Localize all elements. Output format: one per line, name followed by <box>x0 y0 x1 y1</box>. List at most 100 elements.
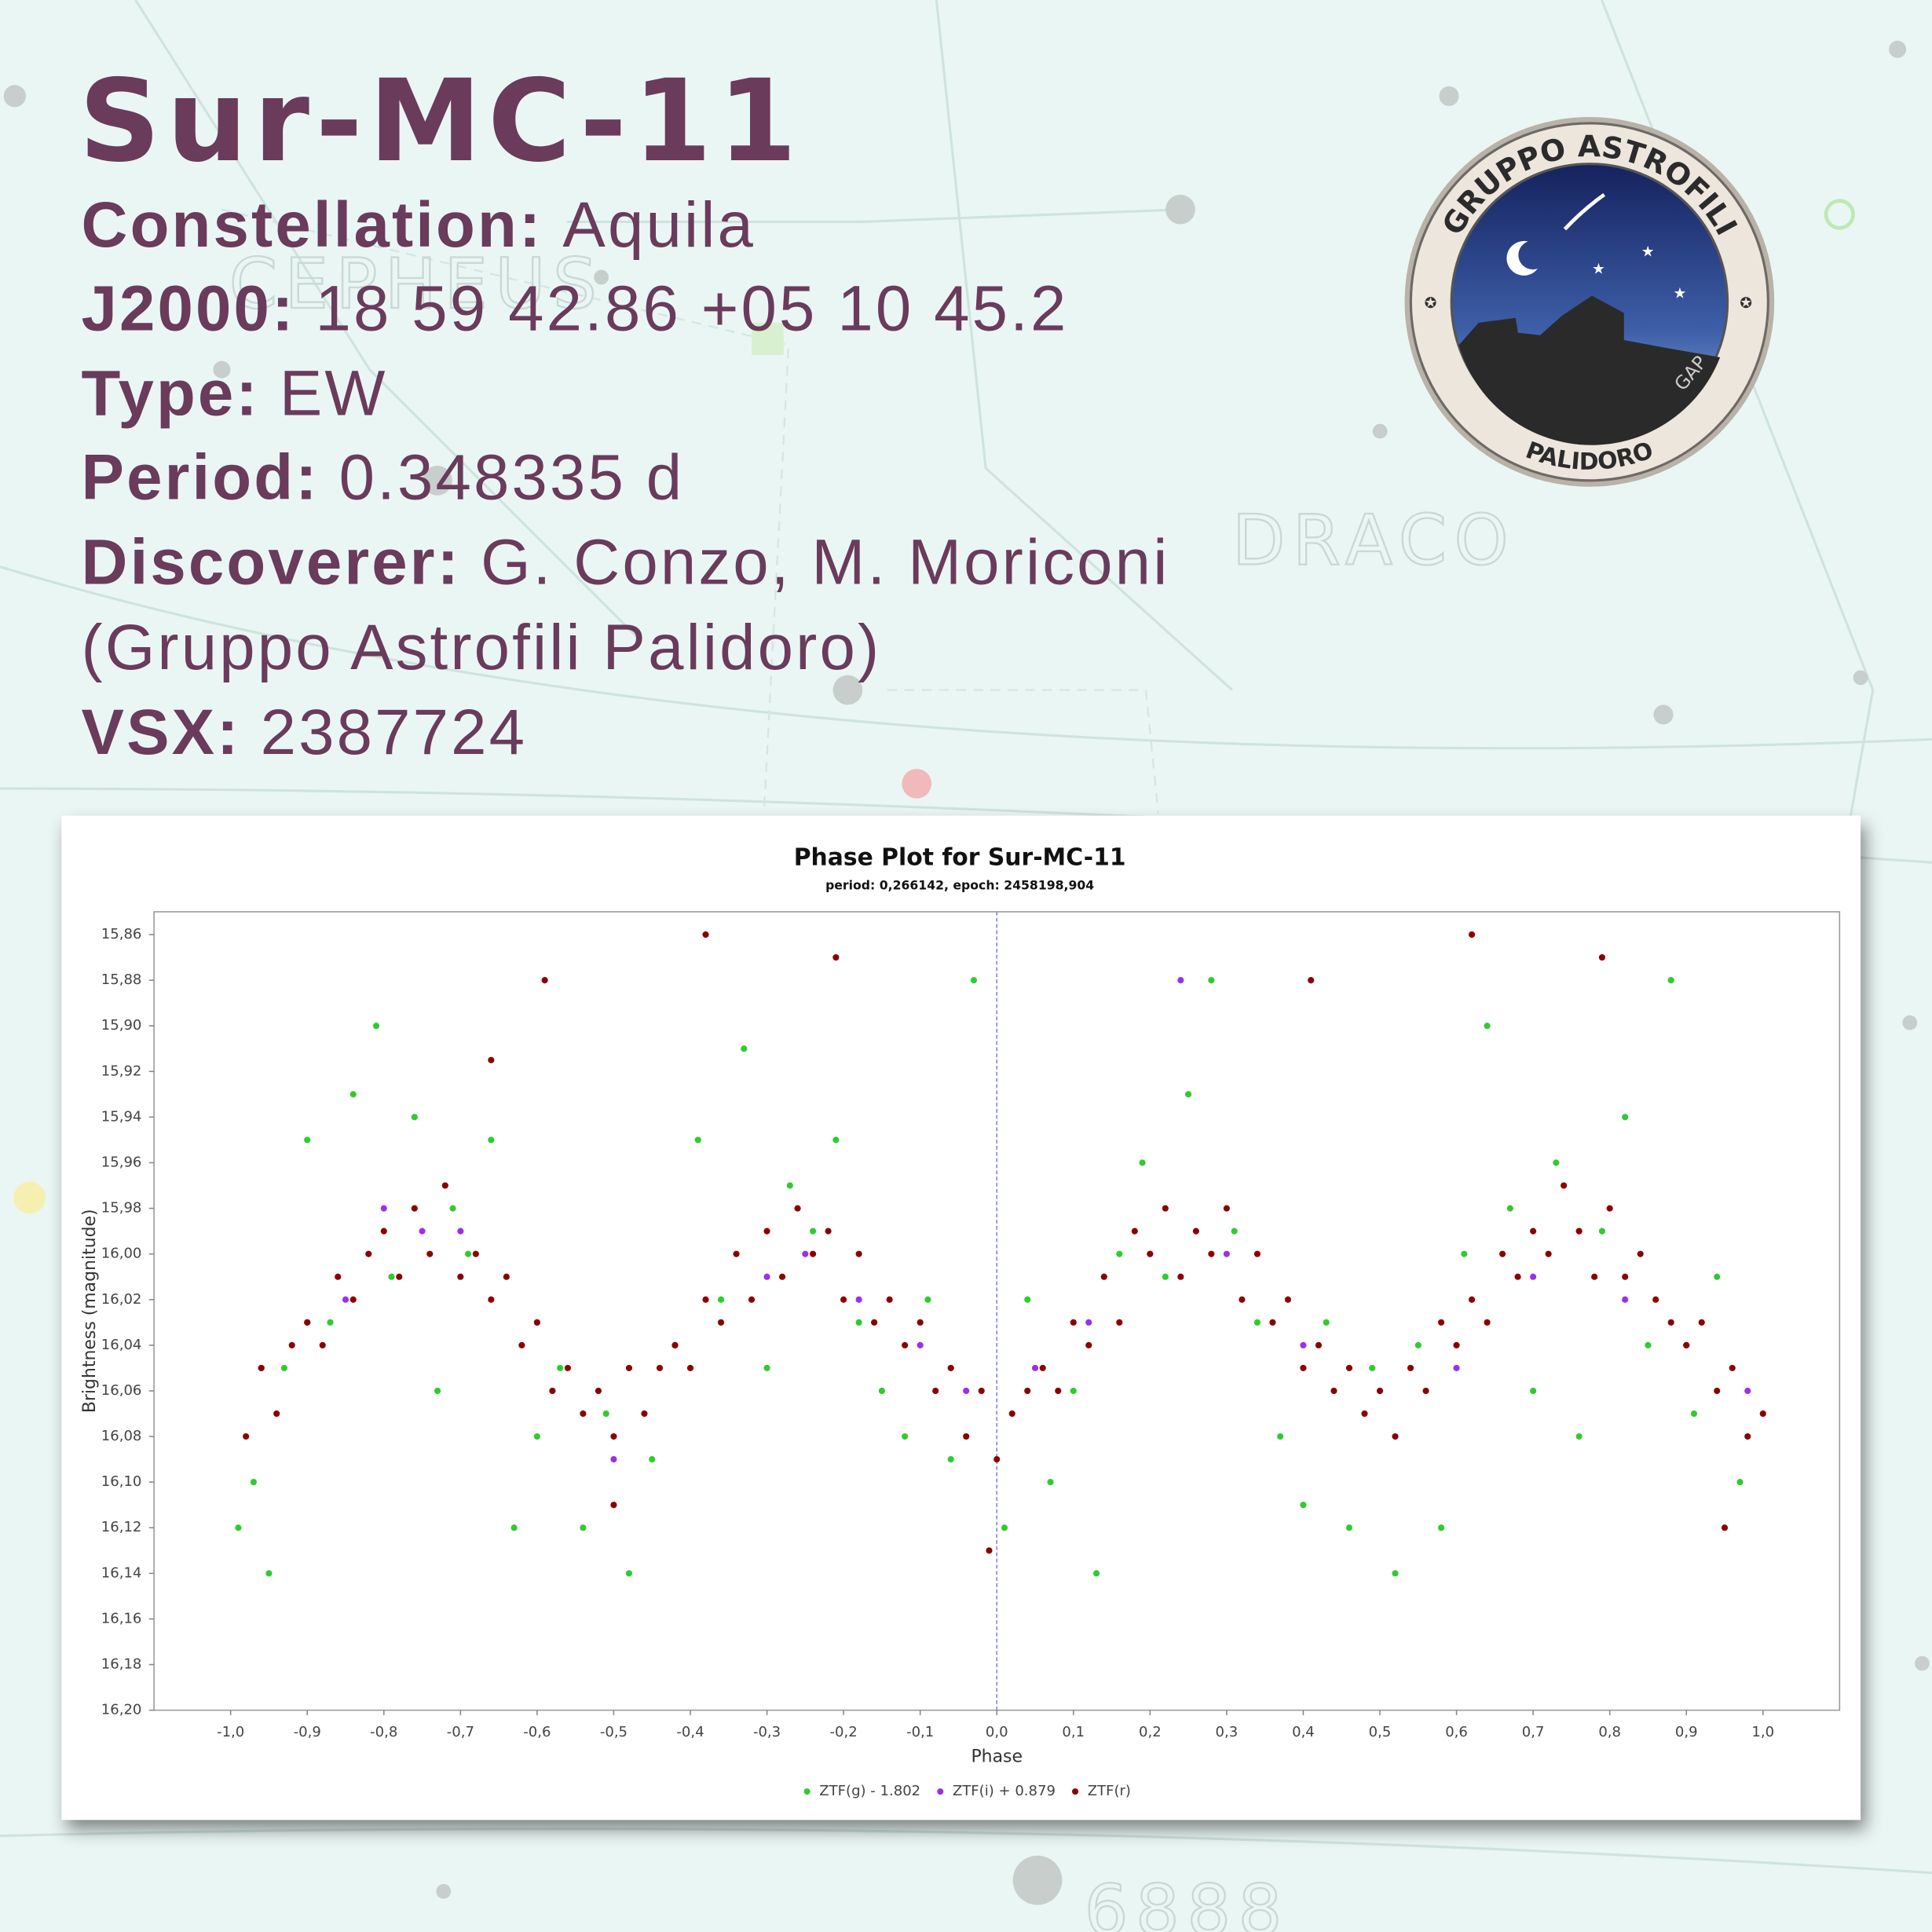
point <box>434 1387 441 1395</box>
point <box>1055 1387 1062 1395</box>
point <box>1277 1433 1284 1440</box>
point <box>533 1319 540 1326</box>
point <box>878 1387 885 1395</box>
point <box>1598 953 1605 961</box>
point <box>625 1570 633 1577</box>
info-line: Constellation: Aquila <box>82 189 756 261</box>
point <box>610 1456 617 1463</box>
point <box>472 1250 479 1257</box>
point <box>1323 1319 1330 1326</box>
x-tick-label: 0,7 <box>1522 1724 1545 1740</box>
point <box>1714 1387 1721 1395</box>
point <box>717 1319 725 1326</box>
point <box>1484 1319 1491 1326</box>
x-tick-label: 1,0 <box>1751 1724 1774 1740</box>
info-value: 2387724 <box>261 697 528 768</box>
point <box>1345 1524 1353 1531</box>
point <box>1606 1205 1613 1212</box>
point <box>1414 1341 1422 1348</box>
point <box>702 1296 709 1303</box>
point <box>602 1410 609 1418</box>
point <box>1024 1296 1031 1303</box>
svg-text:★: ★ <box>1641 243 1655 260</box>
point <box>1039 1364 1046 1371</box>
point <box>1070 1387 1077 1395</box>
point <box>917 1341 924 1348</box>
point <box>963 1387 970 1395</box>
point <box>1162 1273 1169 1280</box>
point <box>656 1364 664 1371</box>
y-tick-label: 16,00 <box>101 1246 142 1262</box>
point <box>1575 1228 1583 1235</box>
point <box>1652 1296 1659 1303</box>
x-tick-label: 0,3 <box>1216 1724 1239 1740</box>
point <box>533 1433 540 1440</box>
point <box>993 1456 1001 1463</box>
point <box>832 1136 840 1143</box>
point <box>1591 1273 1598 1280</box>
point <box>1437 1524 1445 1531</box>
point <box>832 953 840 961</box>
point <box>610 1502 617 1509</box>
point <box>1361 1410 1368 1418</box>
point <box>1622 1296 1629 1303</box>
point <box>488 1136 495 1143</box>
chart-title: Phase Plot for Sur-MC-11 <box>794 843 1126 871</box>
point <box>1162 1205 1169 1212</box>
point <box>1100 1273 1107 1280</box>
point <box>503 1273 510 1280</box>
x-tick-label: -0,3 <box>753 1724 781 1740</box>
background-label: 6888 <box>1085 1870 1290 1932</box>
point <box>1484 1023 1491 1030</box>
info-label: Type: <box>82 358 260 430</box>
point <box>1667 977 1674 984</box>
point <box>1300 1341 1307 1348</box>
info-line: J2000: 18 59 42.86 +05 10 45.2 <box>82 273 1069 344</box>
point <box>365 1250 372 1257</box>
x-tick-label: -0,8 <box>370 1724 397 1740</box>
point <box>1300 1502 1307 1509</box>
logo: ★★★ ✪ ✪ GRUPPO ASTROFILI PALIDORO GAP <box>1404 117 1775 487</box>
point <box>649 1456 656 1463</box>
y-tick-label: 15,96 <box>101 1154 142 1170</box>
info-line: Discoverer: G. Conzo, M. Moriconi <box>82 527 1170 598</box>
point <box>1683 1341 1690 1348</box>
point <box>947 1364 954 1371</box>
point <box>1437 1319 1445 1326</box>
point <box>1645 1341 1652 1348</box>
point <box>349 1091 357 1098</box>
point <box>1223 1250 1230 1257</box>
chart: Phase Plot for Sur-MC-11 period: 0,26614… <box>80 843 1841 1799</box>
y-tick-label: 16,08 <box>101 1428 142 1444</box>
point <box>1514 1273 1521 1280</box>
point <box>1253 1319 1261 1326</box>
y-tick-label: 16,14 <box>101 1564 142 1581</box>
point <box>465 1250 472 1257</box>
poster-title: Sur-MC-11 <box>79 56 803 188</box>
point <box>855 1319 862 1326</box>
point <box>1759 1410 1766 1418</box>
info-label: Constellation: <box>82 189 543 261</box>
y-tick-label: 15,92 <box>101 1063 142 1079</box>
point <box>580 1524 587 1531</box>
point <box>549 1387 556 1395</box>
y-tick-label: 16,04 <box>101 1337 142 1353</box>
point <box>518 1341 525 1348</box>
point <box>810 1228 817 1235</box>
info-line: Period: 0.348335 d <box>82 441 685 513</box>
point <box>1208 1250 1215 1257</box>
point <box>243 1433 250 1440</box>
info-label: Period: <box>82 441 320 513</box>
x-tick-label: 0,2 <box>1139 1724 1162 1740</box>
points <box>235 931 1766 1577</box>
x-tick-label: 0,5 <box>1369 1724 1392 1740</box>
point <box>250 1479 258 1486</box>
point <box>810 1250 817 1257</box>
background-label: DRACO <box>1232 500 1516 581</box>
point <box>1729 1364 1736 1371</box>
point <box>595 1387 602 1395</box>
point <box>1092 1570 1100 1577</box>
x-tick-label: 0,6 <box>1445 1724 1468 1740</box>
point <box>1575 1433 1583 1440</box>
